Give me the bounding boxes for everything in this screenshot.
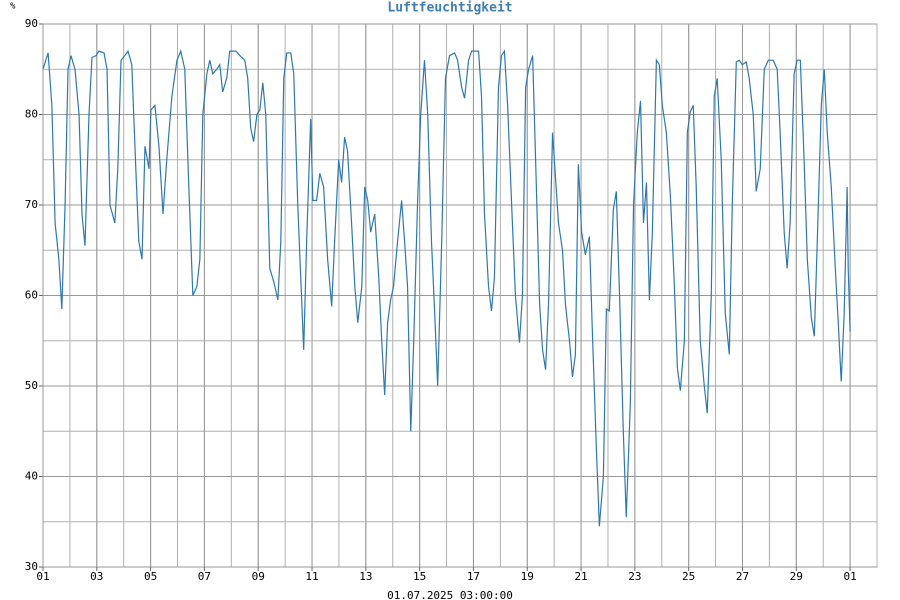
y-unit: % [10,2,16,12]
y-tick-label: 50 [25,379,38,392]
x-tick-label: 01 [843,570,856,583]
x-tick-label: 25 [682,570,695,583]
y-tick-label: 30 [25,560,38,573]
x-tick-label: 23 [628,570,641,583]
x-tick-label: 15 [413,570,426,583]
x-tick-label: 29 [790,570,803,583]
y-tick-label: 90 [25,17,38,30]
x-axis-label: 01.07.2025 03:00:00 [387,589,513,600]
x-tick-label: 07 [198,570,211,583]
x-tick-label: 01 [36,570,49,583]
x-tick-label: 27 [736,570,749,583]
x-tick-label: 03 [90,570,103,583]
x-tick-label: 09 [252,570,265,583]
x-tick-label: 21 [574,570,587,583]
y-tick-label: 70 [25,198,38,211]
x-tick-label: 19 [521,570,534,583]
y-tick-label: 40 [25,470,38,483]
data-line [42,49,851,527]
y-tick-label: 60 [25,289,38,302]
chart-title: Luftfeuchtigkeit [387,1,512,16]
x-tick-label: 11 [305,570,318,583]
x-tick-label: 17 [467,570,480,583]
y-tick-label: 80 [25,108,38,121]
x-tick-label: 13 [359,570,372,583]
x-tick-label: 05 [144,570,157,583]
